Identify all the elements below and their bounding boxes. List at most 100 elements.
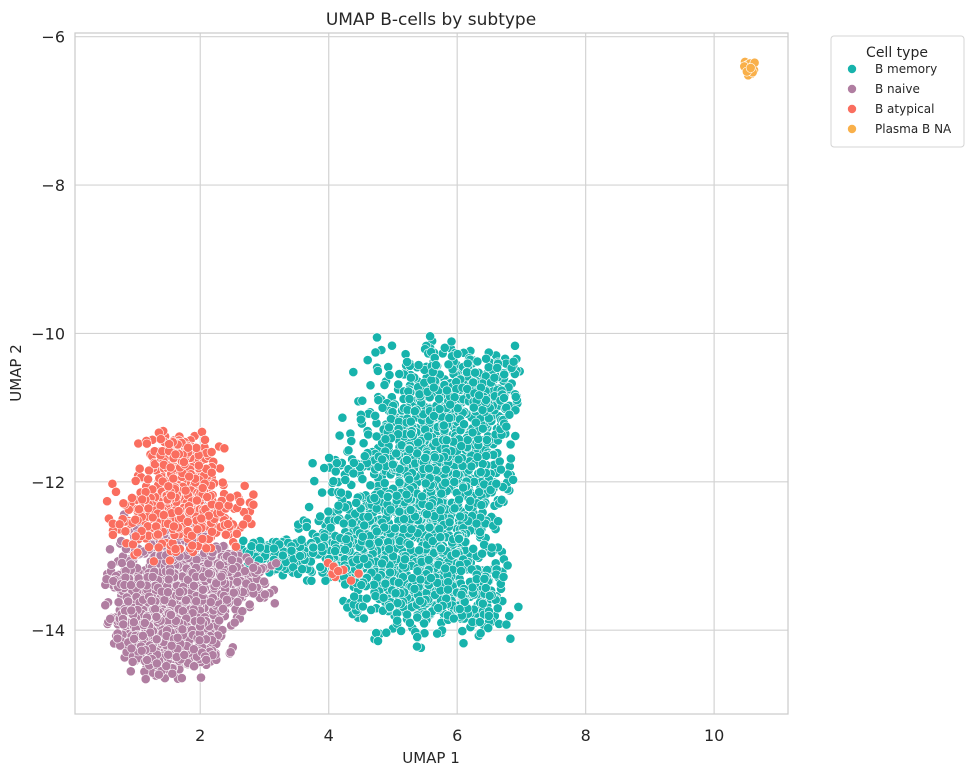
scatter-point	[377, 454, 388, 465]
scatter-point	[433, 603, 444, 613]
scatter-point	[414, 389, 425, 400]
scatter-point	[444, 413, 455, 423]
scatter-point	[371, 526, 382, 537]
scatter-point	[271, 558, 282, 569]
scatter-point	[102, 496, 112, 507]
scatter-point	[144, 542, 154, 552]
scatter-point	[151, 634, 162, 645]
scatter-point	[458, 482, 469, 493]
scatter-point	[137, 494, 148, 505]
scatter-point	[412, 448, 422, 459]
scatter-point	[370, 347, 381, 358]
scatter-point	[393, 577, 404, 588]
scatter-point	[356, 580, 367, 590]
legend-marker	[847, 84, 857, 94]
scatter-point	[462, 358, 473, 369]
x-tick-label: 2	[195, 726, 205, 745]
scatter-point	[229, 617, 240, 628]
scatter-point	[477, 404, 488, 415]
scatter-point	[504, 409, 515, 420]
scatter-point	[369, 492, 380, 503]
scatter-point	[193, 460, 204, 471]
scatter-point	[167, 668, 178, 679]
scatter-point	[170, 449, 181, 460]
x-tick-label: 10	[704, 726, 724, 745]
x-tick-labels: 2 4 6 8 10	[195, 726, 724, 745]
scatter-point	[346, 575, 356, 586]
scatter-point	[373, 395, 384, 405]
scatter-point	[365, 480, 376, 491]
scatter-point	[125, 559, 136, 570]
scatter-point	[468, 402, 479, 413]
scatter-point	[135, 579, 146, 590]
scatter-point	[401, 454, 412, 465]
scatter-point	[151, 611, 162, 622]
scatter-point	[385, 567, 395, 578]
scatter-point	[260, 589, 270, 600]
scatter-point	[239, 480, 250, 491]
x-tick-label: 4	[324, 726, 334, 745]
scatter-point	[424, 522, 435, 533]
scatter-point	[402, 609, 412, 620]
scatter-point	[384, 422, 394, 433]
scatter-point	[338, 518, 349, 529]
scatter-point	[485, 484, 496, 495]
scatter-point	[357, 395, 368, 406]
scatter-point	[382, 491, 393, 502]
scatter-point	[106, 560, 117, 570]
scatter-point	[286, 545, 297, 556]
scatter-point	[143, 503, 154, 514]
scatter-point	[301, 522, 312, 532]
scatter-point	[348, 468, 359, 479]
scatter-point	[417, 491, 427, 502]
scatter-point	[444, 517, 455, 528]
scatter-point	[165, 462, 176, 473]
scatter-point	[371, 431, 382, 442]
scatter-point	[206, 447, 217, 457]
scatter-point	[333, 566, 344, 576]
scatter-point	[477, 598, 488, 609]
scatter-point	[259, 576, 269, 587]
scatter-point	[201, 543, 212, 554]
scatter-point	[153, 542, 164, 553]
scatter-point	[331, 458, 342, 468]
legend-title: Cell type	[866, 45, 928, 61]
scatter-point	[483, 611, 494, 621]
scatter-point	[248, 562, 259, 573]
scatter-point	[448, 613, 459, 624]
scatter-point	[197, 584, 208, 595]
scatter-point	[304, 502, 314, 512]
scatter-point	[481, 434, 492, 445]
scatter-point	[330, 546, 340, 556]
scatter-point	[140, 674, 151, 684]
scatter-point	[475, 467, 486, 477]
scatter-point	[359, 553, 369, 564]
scatter-point	[126, 605, 137, 616]
scatter-point	[441, 385, 452, 396]
scatter-point	[470, 367, 480, 378]
scatter-point	[148, 556, 159, 567]
scatter-point	[214, 560, 225, 571]
scatter-point	[459, 419, 469, 430]
scatter-point	[420, 452, 431, 463]
scatter-point	[112, 633, 123, 644]
scatter-point	[396, 626, 406, 636]
scatter-point	[406, 524, 417, 535]
scatter-point	[436, 488, 447, 499]
scatter-point	[454, 494, 464, 505]
legend-marker	[847, 64, 857, 74]
scatter-point	[423, 554, 434, 565]
scatter-point	[357, 531, 368, 542]
scatter-point	[420, 478, 431, 489]
scatter-point	[165, 609, 176, 620]
scatter-point	[235, 496, 246, 507]
scatter-point	[450, 548, 461, 559]
scatter-point	[421, 609, 432, 620]
scatter-point	[372, 365, 383, 376]
scatter-point	[399, 554, 410, 565]
scatter-point	[202, 492, 213, 502]
scatter-point	[333, 500, 344, 511]
scatter-point	[441, 435, 452, 446]
